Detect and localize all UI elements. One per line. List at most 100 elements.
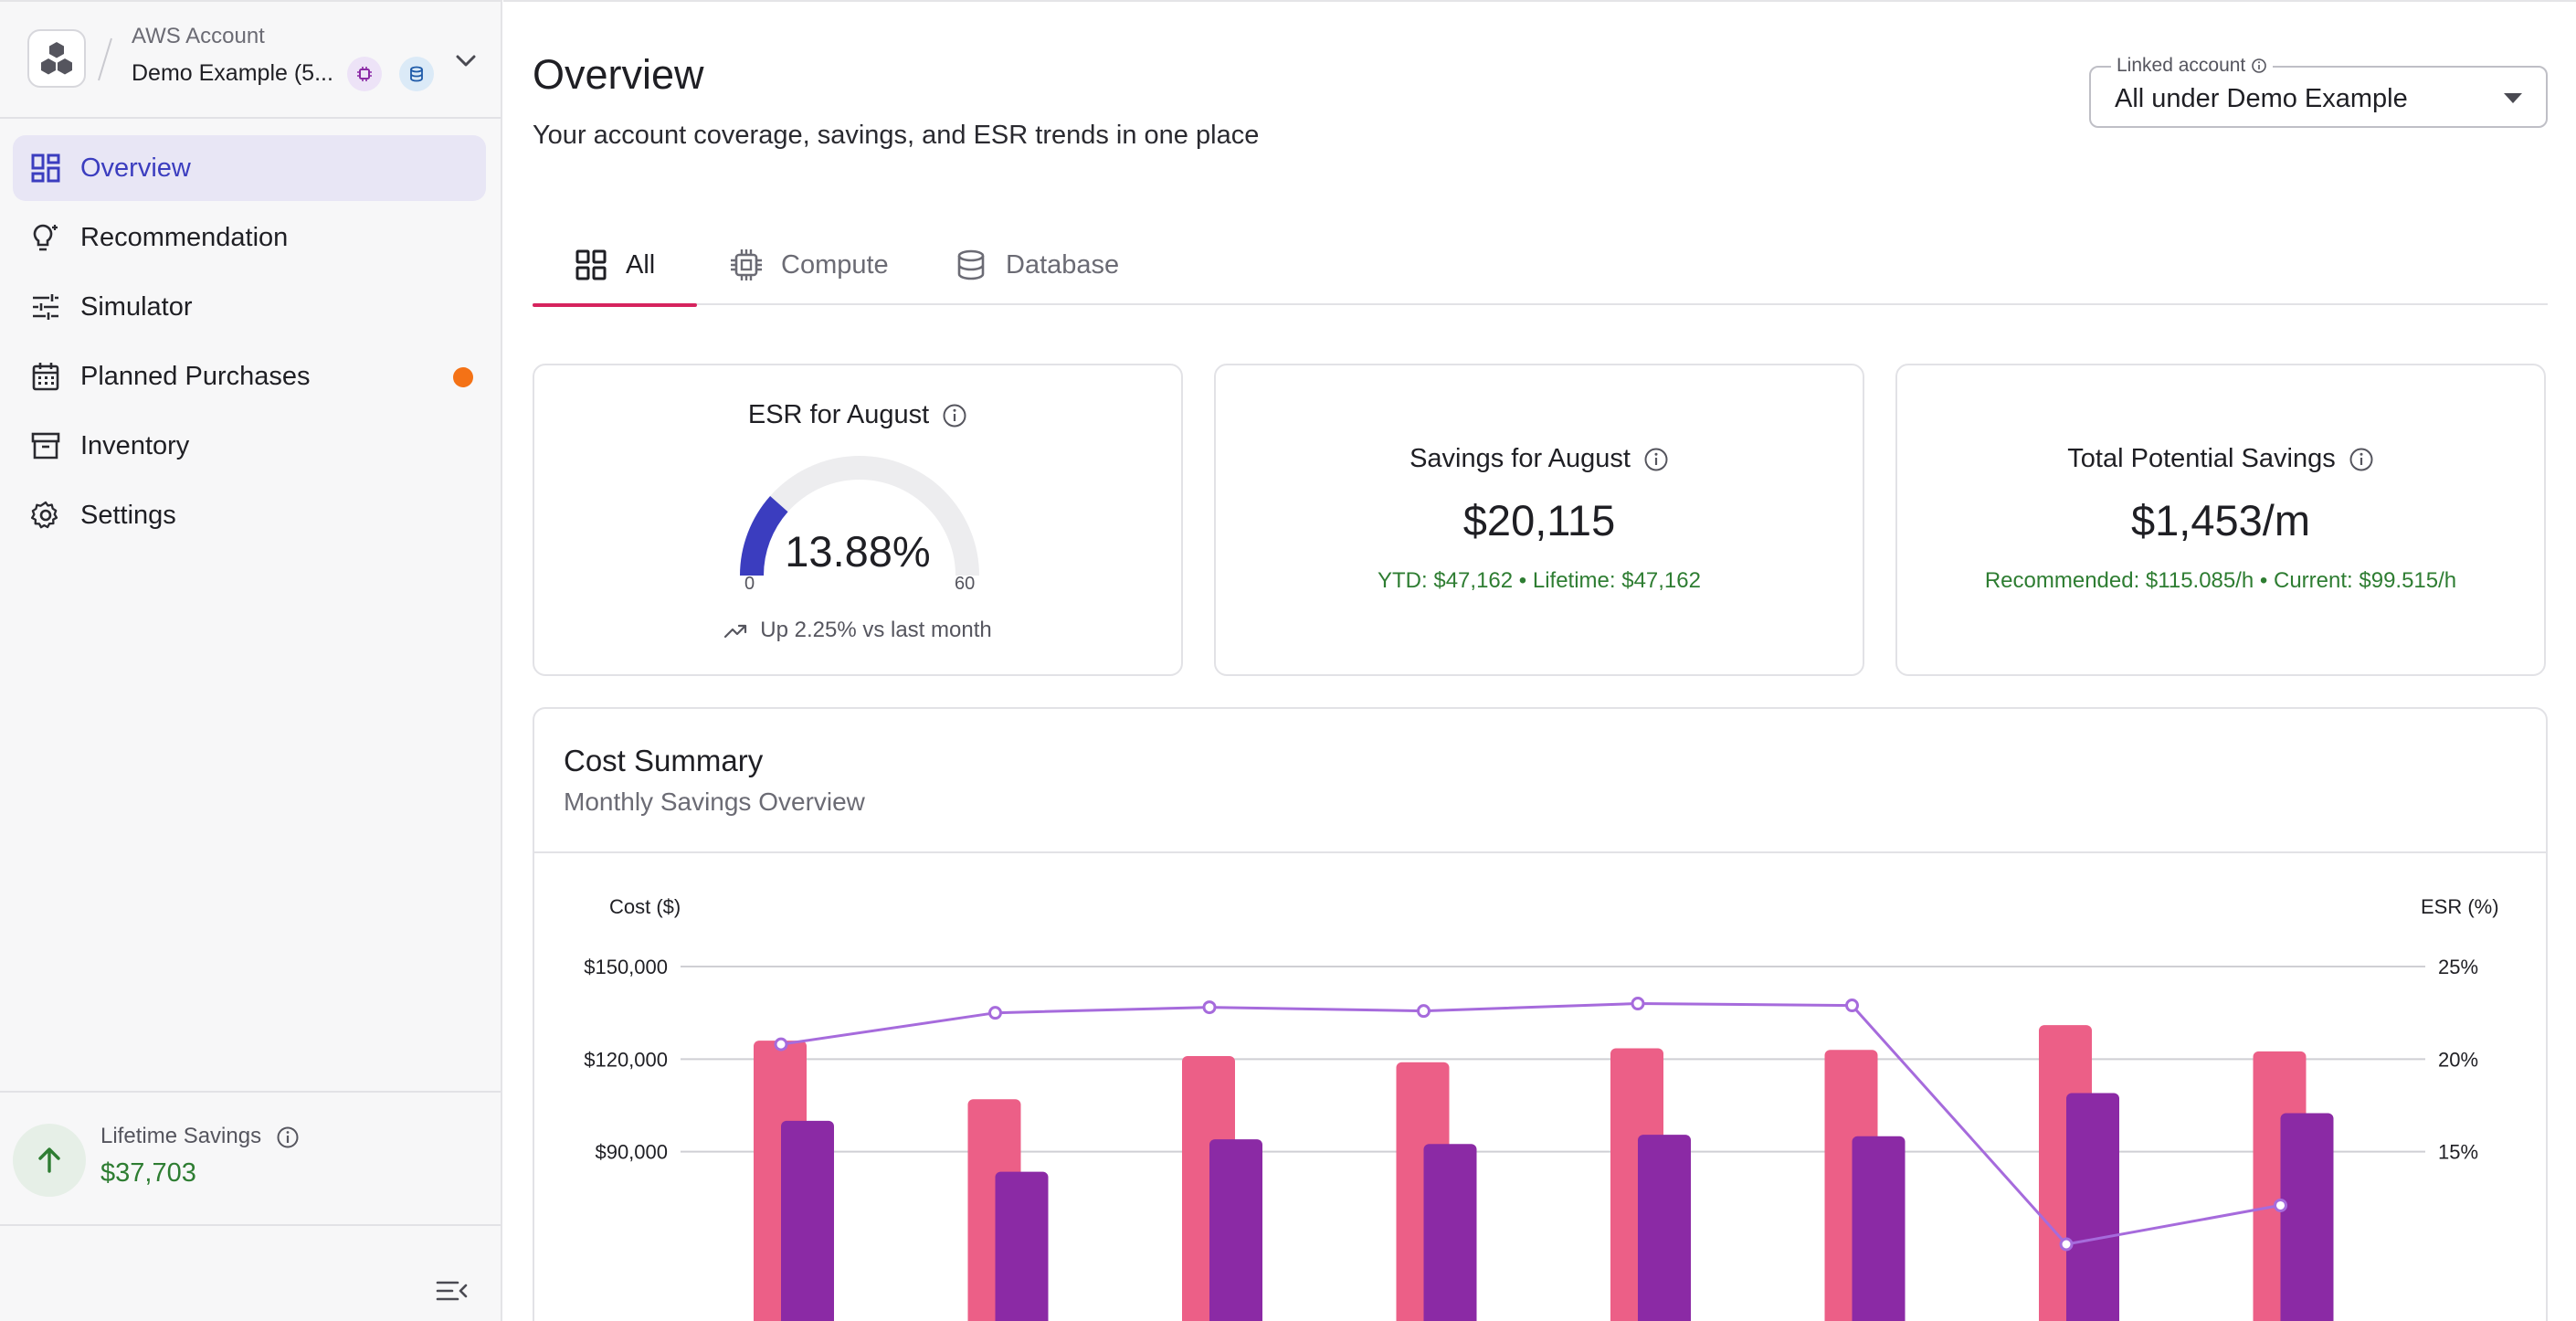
gauge-min-label: 0 bbox=[744, 574, 755, 594]
tab-label: All bbox=[626, 249, 656, 280]
tab-label: Compute bbox=[781, 249, 889, 280]
esr-point bbox=[774, 1037, 788, 1052]
sliders-icon bbox=[29, 291, 62, 323]
sidebar-item-simulator[interactable]: Simulator bbox=[13, 274, 486, 340]
y-tick-right: 25% bbox=[2438, 956, 2478, 978]
potential-savings-card: Total Potential Savings $1,453/m Recomme… bbox=[1895, 364, 2546, 676]
linked-account-label-text: Linked account bbox=[2117, 55, 2246, 76]
savings-card-title: Savings for August bbox=[1216, 444, 1863, 474]
archive-icon bbox=[29, 429, 62, 462]
sidebar-item-label: Overview bbox=[80, 153, 191, 183]
y-tick-right: 20% bbox=[2438, 1048, 2478, 1071]
info-icon[interactable] bbox=[2349, 447, 2374, 472]
gauge-max-label: 60 bbox=[955, 574, 976, 594]
y-tick-left: $120,000 bbox=[584, 1048, 668, 1071]
sidebar-nav: Overview Recommendation Simulator Planne… bbox=[13, 135, 486, 552]
esr-point bbox=[1202, 1000, 1217, 1015]
sidebar-item-inventory[interactable]: Inventory bbox=[13, 413, 486, 479]
cost-summary-header: Cost Summary Monthly Savings Overview bbox=[534, 709, 2546, 853]
esr-value: 13.88% bbox=[785, 527, 931, 576]
database-badge-icon bbox=[399, 57, 434, 91]
esr-point bbox=[2274, 1198, 2287, 1212]
sidebar-item-label: Simulator bbox=[80, 291, 193, 322]
chevron-down-icon[interactable] bbox=[453, 48, 479, 73]
arrow-up-icon bbox=[13, 1124, 86, 1197]
collapse-sidebar-icon[interactable] bbox=[435, 1277, 470, 1305]
info-icon[interactable] bbox=[2251, 58, 2267, 74]
cost-summary-panel: Cost Summary Monthly Savings Overview Co… bbox=[533, 707, 2548, 1321]
account-label: AWS Account bbox=[132, 24, 265, 48]
esr-point bbox=[988, 1006, 1002, 1020]
lifetime-savings-value: $37,703 bbox=[100, 1158, 196, 1188]
database-icon bbox=[953, 247, 989, 283]
sidebar-item-recommendation[interactable]: Recommendation bbox=[13, 205, 486, 270]
savings-bar bbox=[1209, 1139, 1262, 1321]
savings-bar bbox=[995, 1171, 1049, 1321]
info-icon[interactable] bbox=[942, 403, 967, 428]
potential-card-title-text: Total Potential Savings bbox=[2067, 444, 2336, 473]
esr-line bbox=[780, 1001, 2281, 1246]
y-axis-left-label: Cost ($) bbox=[609, 895, 681, 918]
savings-bar bbox=[2280, 1113, 2334, 1321]
tab-compute[interactable]: Compute bbox=[728, 225, 889, 305]
esr-trend: Up 2.25% vs last month bbox=[534, 618, 1181, 643]
esr-trend-text: Up 2.25% vs last month bbox=[760, 618, 992, 642]
page-subtitle: Your account coverage, savings, and ESR … bbox=[533, 121, 1260, 150]
account-name: Demo Example (5... bbox=[132, 60, 333, 86]
esr-gauge bbox=[740, 456, 979, 576]
esr-card-title: ESR for August bbox=[534, 400, 1181, 430]
y-tick-left: $150,000 bbox=[584, 956, 668, 978]
app-logo-icon bbox=[27, 29, 86, 88]
savings-value: $20,115 bbox=[1462, 496, 1616, 544]
lightbulb-icon bbox=[29, 221, 62, 254]
linked-account-label: Linked account bbox=[2111, 55, 2274, 77]
lifetime-savings-label: Lifetime Savings bbox=[100, 1124, 262, 1148]
savings-bar bbox=[1638, 1135, 1691, 1321]
savings-card-title-text: Savings for August bbox=[1409, 444, 1631, 473]
breadcrumb-separator bbox=[98, 37, 112, 81]
savings-bar bbox=[2066, 1093, 2119, 1321]
cost-chart: Cost ($) ESR (%) $150,000 25% $120,000 20% $90… bbox=[584, 895, 2499, 1321]
linked-account-value: All under Demo Example bbox=[2115, 84, 2408, 113]
potential-savings-detail: Recommended: $115.085/h • Current: $99.5… bbox=[1984, 568, 2457, 593]
gear-icon bbox=[29, 499, 62, 532]
sidebar-item-planned-purchases[interactable]: Planned Purchases bbox=[13, 343, 486, 409]
sidebar: AWS Account Demo Example (5... Overview … bbox=[0, 0, 502, 1321]
linked-account-select[interactable]: Linked account All under Demo Example bbox=[2089, 55, 2548, 128]
info-icon[interactable] bbox=[276, 1125, 300, 1149]
dashboard-icon bbox=[29, 152, 62, 185]
potential-savings-value: $1,453/m bbox=[2131, 496, 2310, 544]
trending-up-icon bbox=[724, 624, 747, 639]
potential-card-title: Total Potential Savings bbox=[1897, 444, 2544, 474]
dropdown-caret-icon bbox=[2504, 93, 2522, 103]
gauge-fill bbox=[740, 495, 788, 576]
esr-point bbox=[1631, 997, 1645, 1011]
savings-card: Savings for August $20,115 YTD: $47,162 … bbox=[1214, 364, 1864, 676]
lifetime-savings-panel: Lifetime Savings $37,703 bbox=[0, 1091, 501, 1226]
notification-dot bbox=[453, 367, 473, 387]
cpu-icon bbox=[728, 247, 765, 283]
cost-summary-subtitle: Monthly Savings Overview bbox=[564, 787, 865, 816]
esr-card-title-text: ESR for August bbox=[747, 400, 930, 429]
tab-database[interactable]: Database bbox=[953, 225, 1119, 305]
main-content: Overview Your account coverage, savings,… bbox=[503, 0, 2576, 1321]
esr-point bbox=[1845, 999, 1859, 1013]
tab-all[interactable]: All bbox=[533, 225, 697, 307]
page-title: Overview bbox=[533, 51, 704, 98]
y-tick-right: 15% bbox=[2438, 1141, 2478, 1164]
y-axis-right-label: ESR (%) bbox=[2421, 895, 2499, 918]
info-icon[interactable] bbox=[1643, 447, 1669, 472]
esr-card: ESR for August 13.88% 0 60 Up 2.25% vs l… bbox=[533, 364, 1183, 676]
grid-icon bbox=[573, 247, 609, 283]
tab-label: Database bbox=[1006, 249, 1120, 280]
account-switcher[interactable]: AWS Account Demo Example (5... bbox=[0, 2, 501, 119]
esr-point bbox=[1417, 1004, 1431, 1019]
savings-bar bbox=[1423, 1144, 1477, 1321]
cost-summary-title: Cost Summary bbox=[564, 744, 764, 777]
sidebar-item-label: Planned Purchases bbox=[80, 361, 311, 391]
sidebar-item-settings[interactable]: Settings bbox=[13, 482, 486, 548]
sidebar-item-label: Recommendation bbox=[80, 222, 289, 252]
sidebar-item-overview[interactable]: Overview bbox=[13, 135, 486, 201]
esr-point bbox=[2059, 1237, 2074, 1252]
calendar-icon bbox=[29, 360, 62, 393]
